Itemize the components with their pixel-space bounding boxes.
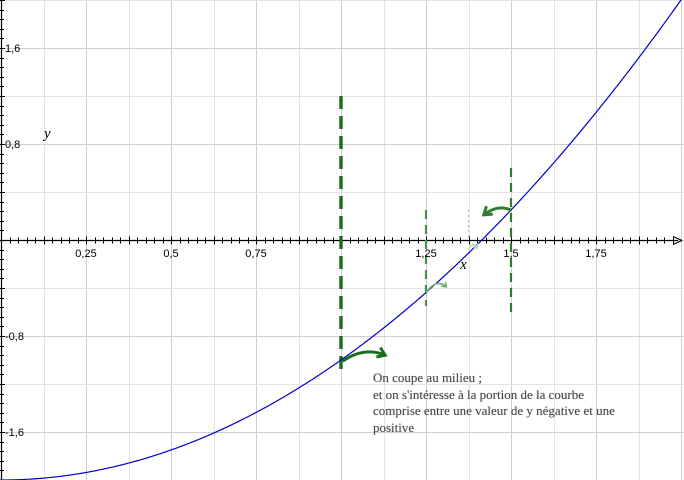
curve-point [374, 334, 376, 336]
curve-point [408, 306, 410, 308]
curve-point [646, 46, 648, 48]
curved-arrow-head [472, 243, 479, 250]
curved-arrow [425, 282, 447, 294]
curve-point [306, 382, 308, 384]
curved-arrow-head [376, 346, 388, 359]
x-tick-label: 0,75 [245, 248, 266, 260]
annotation-line: et on s'intéresse à la portion de la cou… [373, 386, 584, 402]
curve-point [578, 132, 580, 134]
curve-point [68, 474, 70, 476]
y-tick-label: 0,8 [5, 139, 20, 151]
curve-point [34, 478, 36, 480]
x-tick-label: 0,25 [75, 248, 96, 260]
curve-point [238, 420, 240, 422]
curved-arrow [341, 350, 386, 363]
y-tick-label: 1,6 [5, 43, 20, 55]
curve-point [204, 436, 206, 438]
curve-point [612, 90, 614, 92]
annotation-text: On coupe au milieu ; et on s'intéresse à… [373, 370, 673, 436]
curve-point [340, 359, 342, 361]
curve-point [680, 0, 682, 1]
curved-arrow-head [441, 281, 448, 288]
x-tick-label: 1,5 [503, 248, 518, 260]
annotation-line: On coupe au milieu ; [373, 370, 483, 385]
x-tick-label: 0,5 [163, 248, 178, 260]
curved-arrows [341, 205, 512, 363]
curve-point [102, 468, 104, 470]
y-axis-label: y [42, 126, 51, 142]
x-axis-arrowhead [672, 235, 683, 246]
x-axis-label: x [459, 257, 467, 273]
tick-labels: 0,25 0,5 0,75 1,25 1,5 1,75 1,6 0,8 -0,8 -1,6 x y [5, 43, 607, 439]
y-tick-label: -1,6 [5, 427, 24, 439]
curve-point [136, 460, 138, 462]
dashed-markers [339, 96, 513, 372]
curve-point [170, 449, 172, 451]
x-tick-label: 1,75 [585, 248, 606, 260]
y-tick-label: -0,8 [5, 331, 24, 343]
annotation-line: comprise entre une valeur de y négative … [373, 403, 615, 418]
curved-arrow-head [481, 205, 493, 217]
curve-point [442, 276, 444, 278]
x-tick-label: 1,25 [415, 248, 436, 260]
curve-point [544, 172, 546, 174]
curve-point [272, 402, 274, 404]
annotation-line: positive [373, 419, 415, 435]
